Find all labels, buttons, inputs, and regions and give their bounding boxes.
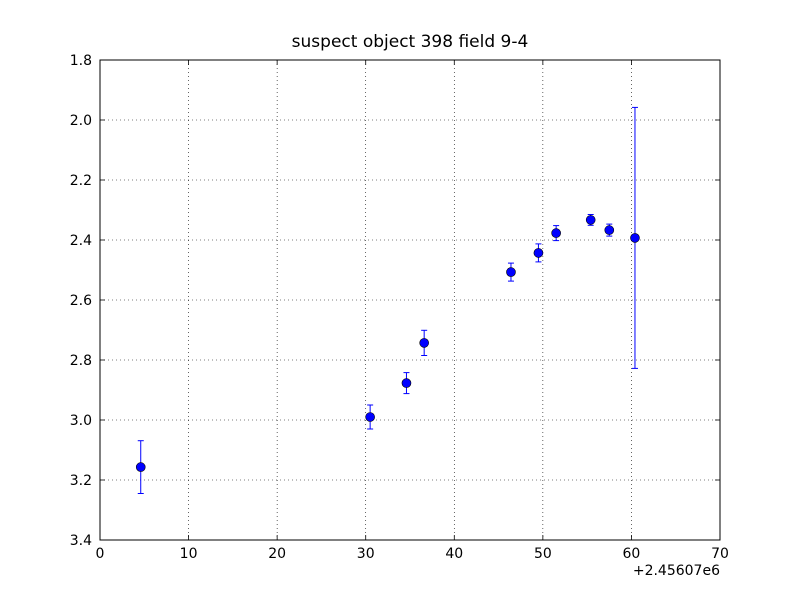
y-tick-label: 2.2 [70,173,92,189]
x-tick-label: 0 [96,546,105,562]
x-tick-label: 40 [445,546,463,562]
plot-frame [99,59,721,541]
data-point [365,412,375,422]
y-tick-label: 2.6 [70,293,92,309]
y-tick-label: 2.4 [70,233,92,249]
x-offset-label: +2.45607e6 [633,563,720,579]
y-tick-label: 3.0 [70,413,92,429]
y-tick-label: 1.8 [70,53,92,69]
y-tick-label: 3.4 [70,533,92,549]
x-tick-label: 50 [534,546,552,562]
x-tick-label: 70 [711,546,729,562]
data-point [533,248,544,258]
data-point [585,215,596,225]
chart-title: suspect object 398 field 9-4 [292,32,529,52]
data-point [551,228,561,238]
data-point [135,462,146,472]
y-tick-label: 2.0 [70,113,92,129]
x-tick-label: 30 [357,546,375,562]
data-point [604,225,615,235]
x-tick-label: 10 [180,546,198,562]
data-point [506,267,516,277]
y-tick-label: 3.2 [70,473,92,489]
data-point [630,233,640,243]
y-tick-label: 2.8 [70,353,92,369]
data-point [401,378,412,388]
data-point [419,338,429,348]
x-tick-label: 20 [268,546,286,562]
x-tick-label: 60 [623,546,641,562]
